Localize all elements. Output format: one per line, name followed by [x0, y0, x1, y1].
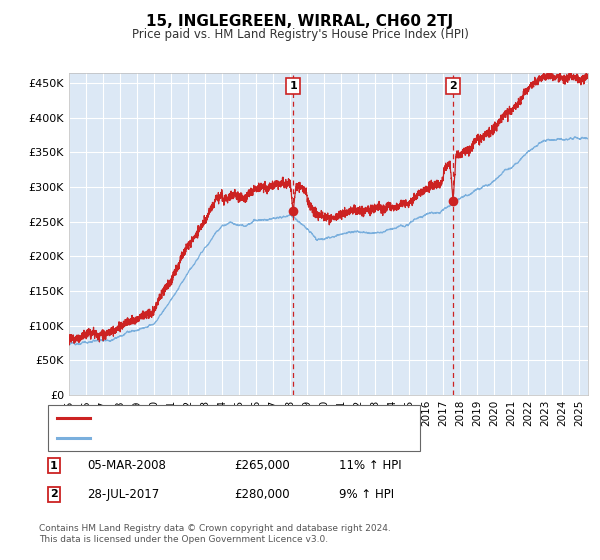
Text: 15, INGLEGREEN, WIRRAL, CH60 2TJ (detached house): 15, INGLEGREEN, WIRRAL, CH60 2TJ (detach…	[93, 413, 396, 423]
Text: 9% ↑ HPI: 9% ↑ HPI	[339, 488, 394, 501]
Text: 15, INGLEGREEN, WIRRAL, CH60 2TJ: 15, INGLEGREEN, WIRRAL, CH60 2TJ	[146, 14, 454, 29]
Text: £265,000: £265,000	[234, 459, 290, 473]
Text: 28-JUL-2017: 28-JUL-2017	[87, 488, 159, 501]
Text: Price paid vs. HM Land Registry's House Price Index (HPI): Price paid vs. HM Land Registry's House …	[131, 28, 469, 41]
Text: Contains HM Land Registry data © Crown copyright and database right 2024.
This d: Contains HM Land Registry data © Crown c…	[39, 524, 391, 544]
Text: HPI: Average price, detached house, Wirral: HPI: Average price, detached house, Wirr…	[93, 433, 332, 443]
Text: 2: 2	[50, 489, 58, 500]
Text: 05-MAR-2008: 05-MAR-2008	[87, 459, 166, 473]
Text: 1: 1	[289, 81, 297, 91]
Text: 2: 2	[449, 81, 457, 91]
Text: 11% ↑ HPI: 11% ↑ HPI	[339, 459, 401, 473]
Text: £280,000: £280,000	[234, 488, 290, 501]
Text: 1: 1	[50, 461, 58, 471]
